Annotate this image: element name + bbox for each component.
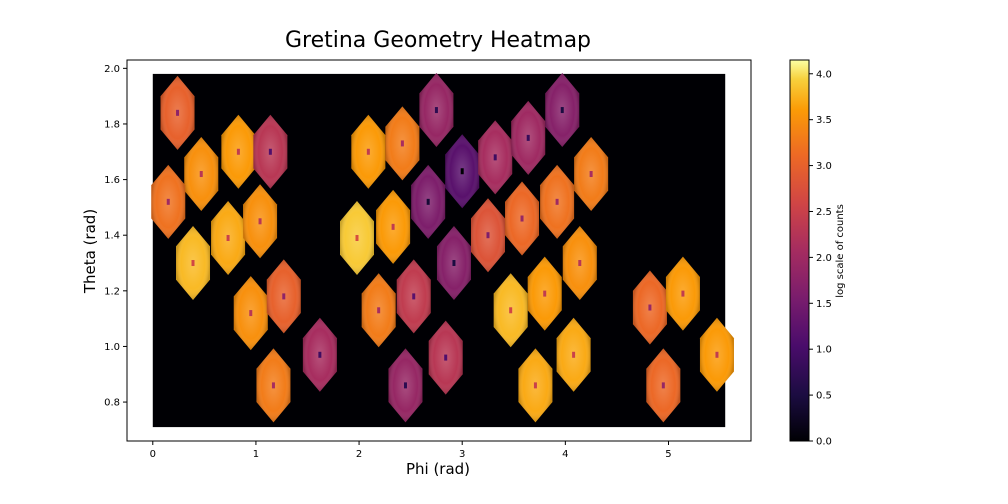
colorbar-tick-label: 3.5 <box>816 115 832 126</box>
crystal-center <box>648 304 652 311</box>
crystal-center <box>400 140 404 147</box>
crystal-center <box>258 218 262 225</box>
colorbar-tick-label: 2.5 <box>816 207 832 218</box>
crystal-center <box>366 148 370 155</box>
crystal-center <box>191 260 195 267</box>
crystal-center <box>533 382 537 389</box>
colorbar-tick-label: 4.0 <box>816 69 832 80</box>
crystal-center <box>176 109 180 116</box>
crystal-center <box>661 382 665 389</box>
y-tick-label: 1.4 <box>104 231 120 242</box>
crystal-center <box>560 107 564 114</box>
plot-frame <box>126 59 752 442</box>
colorbar-tick-label: 2.0 <box>816 253 832 264</box>
x-tick-label: 0 <box>150 449 156 460</box>
crystal-center <box>543 290 547 297</box>
crystal-center <box>226 234 230 241</box>
y-tick-label: 0.8 <box>104 398 120 409</box>
x-axis-ticks: 0 1 2 3 4 5 <box>150 441 672 460</box>
crystal-center <box>271 382 275 389</box>
colorbar-tick-label: 0.0 <box>816 437 832 448</box>
crystal-center <box>236 148 240 155</box>
y-tick-label: 1.6 <box>104 175 120 186</box>
y-axis-ticks: 0.8 1.0 1.2 1.4 1.6 1.8 2.0 <box>104 64 127 409</box>
crystal-center <box>452 260 456 267</box>
crystal-center <box>578 260 582 267</box>
crystal-center <box>460 168 464 175</box>
crystal-center <box>199 171 203 178</box>
crystal-center <box>486 232 490 239</box>
crystal-center <box>318 351 322 358</box>
crystal-center <box>589 171 593 178</box>
x-tick-label: 1 <box>253 449 259 460</box>
colorbar-tick-label: 1.5 <box>816 299 832 310</box>
crystal-center <box>434 107 438 114</box>
chart-title: Gretina Geometry Heatmap <box>285 28 591 53</box>
crystal-center <box>555 198 559 205</box>
crystal-center <box>681 290 685 297</box>
x-tick-label: 2 <box>356 449 362 460</box>
y-axis-label: Theta (rad) <box>81 209 99 294</box>
crystal-center <box>268 148 272 155</box>
crystal-center <box>572 351 576 358</box>
colorbar-tick-label: 3.0 <box>816 161 832 172</box>
x-tick-label: 4 <box>562 449 568 460</box>
colorbar-label: log scale of counts <box>835 204 846 298</box>
colorbar-tick-label: 1.0 <box>816 345 832 356</box>
crystal-layer <box>151 73 734 423</box>
crystal-center <box>412 293 416 300</box>
crystal-center <box>249 310 253 317</box>
crystal-center <box>377 307 381 314</box>
colorbar-tick-label: 0.5 <box>816 391 832 402</box>
x-axis-label: Phi (rad) <box>406 460 470 478</box>
colorbar <box>789 59 810 442</box>
y-tick-label: 1.8 <box>104 119 120 130</box>
crystal-center <box>391 223 395 230</box>
y-tick-label: 2.0 <box>104 64 120 75</box>
crystal-center <box>426 198 430 205</box>
y-tick-label: 1.2 <box>104 286 120 297</box>
crystal-center <box>493 154 497 161</box>
crystal-center <box>166 198 170 205</box>
crystal-center <box>520 215 524 222</box>
crystal-center <box>509 307 513 314</box>
colorbar-ticks: 0.0 0.5 1.0 1.5 2.0 2.5 3.0 3.5 4.0 <box>809 69 832 448</box>
y-tick-label: 1.0 <box>104 342 120 353</box>
x-tick-label: 3 <box>459 449 465 460</box>
crystal-center <box>715 351 719 358</box>
crystal-center <box>403 382 407 389</box>
crystal-center <box>282 293 286 300</box>
crystal-center <box>355 234 359 241</box>
crystal-center <box>526 134 530 141</box>
crystal-center <box>444 354 448 361</box>
x-tick-label: 5 <box>665 449 671 460</box>
